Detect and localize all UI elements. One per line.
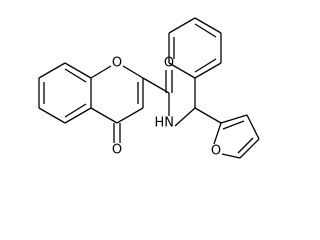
furan-oxygen: O — [211, 144, 221, 159]
amide-oxygen: O — [164, 56, 174, 71]
molecule-diagram: O O HN O O — [38, 17, 260, 159]
atom-labels: O O HN O O — [112, 56, 221, 159]
amide-nitrogen: HN — [155, 116, 175, 131]
ketone-oxygen: O — [112, 143, 122, 158]
bonds — [38, 17, 260, 159]
ring-oxygen: O — [112, 56, 122, 71]
